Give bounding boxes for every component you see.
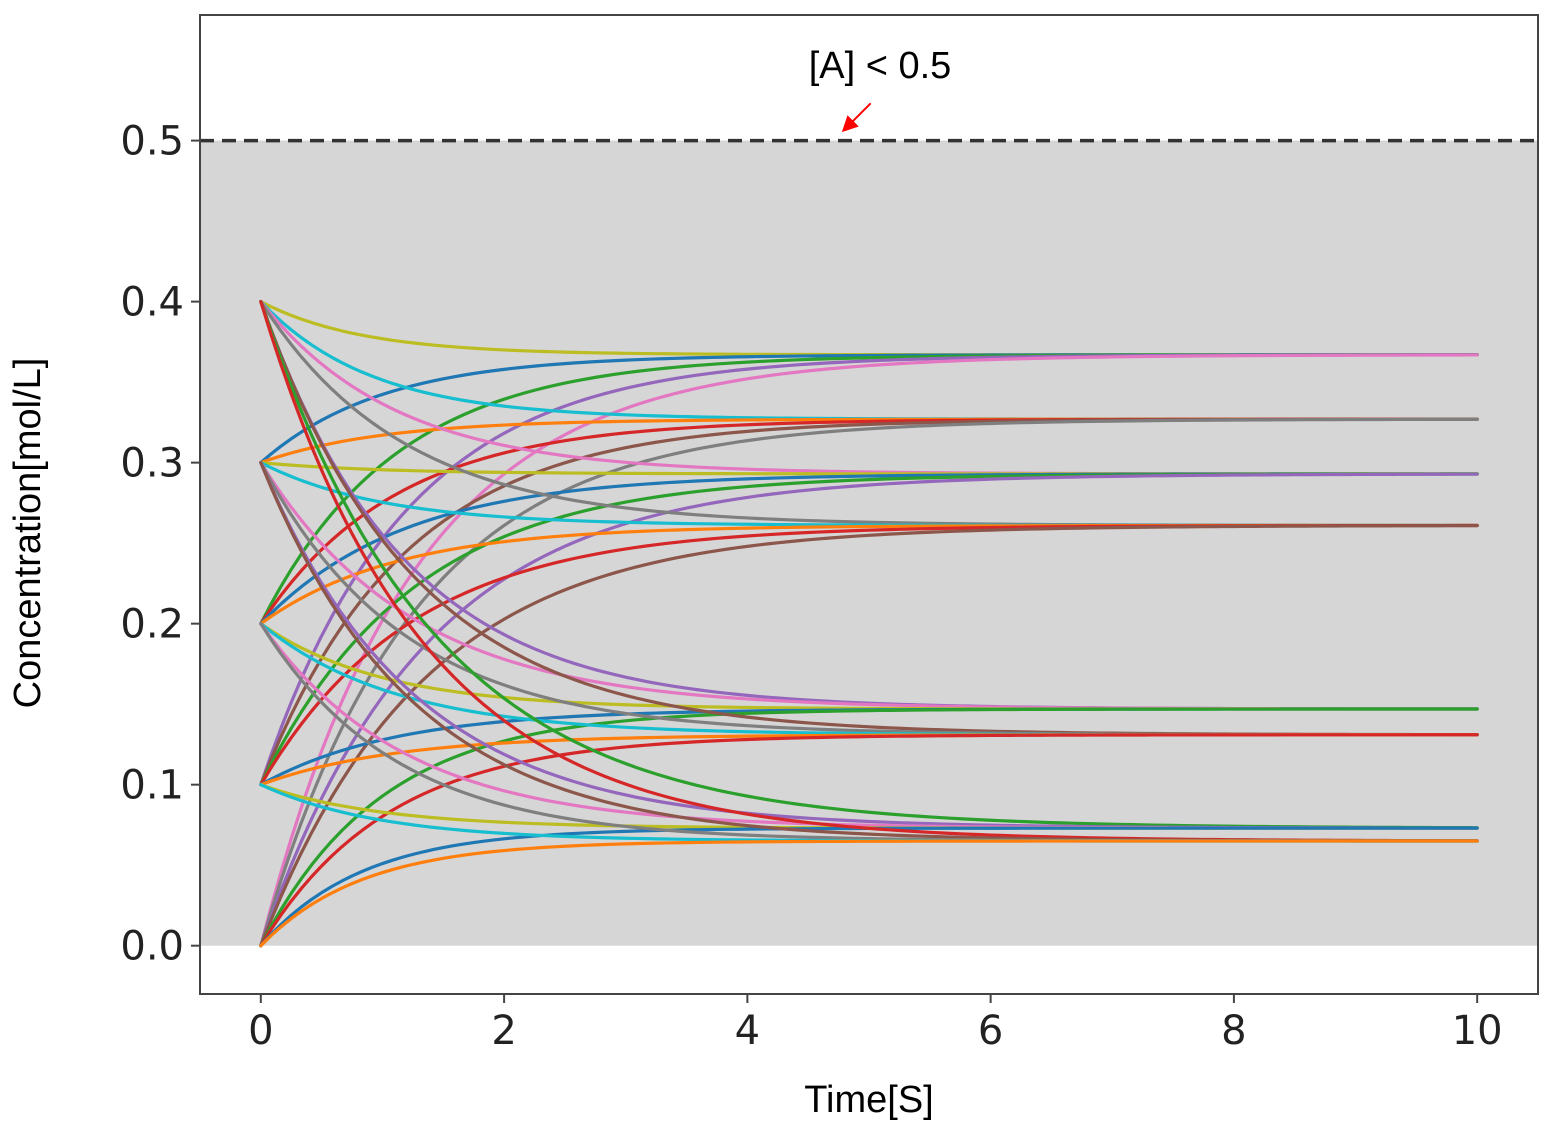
series-line-20 xyxy=(259,524,1479,948)
series-line-25 xyxy=(259,707,1479,948)
x-tick-label: 4 xyxy=(735,1008,760,1054)
y-tick-label: 0.4 xyxy=(120,280,184,326)
series-line-10 xyxy=(259,417,1479,948)
annotation-label: [A] < 0.5 xyxy=(809,45,952,87)
y-tick-label: 0.5 xyxy=(120,119,184,165)
x-tick-label: 10 xyxy=(1452,1008,1503,1054)
x-tick-label: 6 xyxy=(978,1008,1003,1054)
x-axis-label: Time[S] xyxy=(804,1079,934,1121)
series-line-40 xyxy=(259,839,1479,948)
x-tick-label: 0 xyxy=(248,1008,273,1054)
y-axis-ticks: 0.0 0.1 0.2 0.3 0.4 0.5 xyxy=(120,119,200,970)
y-tick-label: 0.0 xyxy=(120,924,184,970)
y-tick-label: 0.1 xyxy=(120,763,184,809)
plot-frame xyxy=(199,14,1539,995)
x-axis-ticks: 0 2 4 6 8 10 xyxy=(248,994,1503,1054)
y-tick-label: 0.3 xyxy=(120,441,184,487)
y-tick-label: 0.2 xyxy=(120,602,184,648)
y-axis-label: Concentration[mol/L] xyxy=(7,358,49,709)
x-tick-label: 8 xyxy=(1221,1008,1246,1054)
annotation-arrow xyxy=(841,102,872,133)
series-lines xyxy=(259,300,1479,948)
x-tick-label: 2 xyxy=(491,1008,516,1054)
